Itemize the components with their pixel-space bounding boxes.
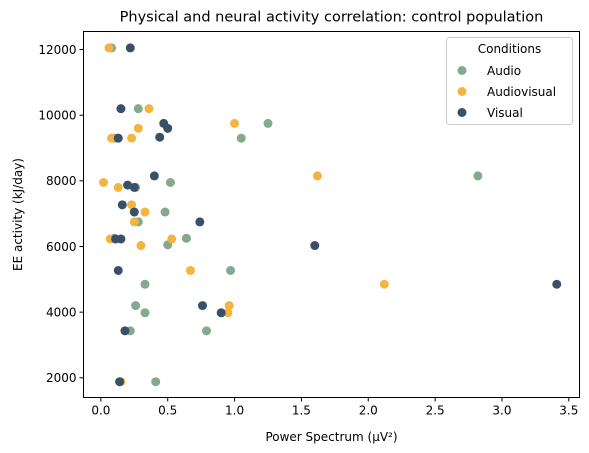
y-axis-ticks: 2000 4000 6000 8000 10000 12000: [38, 43, 84, 385]
data-point-visual: [310, 241, 320, 251]
data-point-audiovisual: [107, 133, 117, 143]
data-point-audiovisual: [144, 104, 154, 114]
x-axis-ticks: 0.0 0.5 1.0 1.5 2.0 2.5 3.0 3.5: [91, 397, 578, 418]
data-point-audio: [201, 326, 211, 336]
x-tick-label: 2.0: [359, 404, 378, 418]
x-tick-label: 0.0: [91, 404, 110, 418]
x-tick-label: 3.0: [492, 404, 511, 418]
data-point-audiovisual: [99, 177, 109, 187]
x-tick-label: 3.5: [559, 404, 578, 418]
x-axis-label: Power Spectrum (µV²): [265, 430, 397, 444]
data-point-audio: [165, 177, 175, 187]
legend-box: [446, 37, 573, 125]
data-point-visual: [155, 132, 165, 142]
data-point-audio: [133, 104, 143, 114]
data-point-visual: [197, 301, 207, 311]
data-point-visual: [117, 200, 127, 210]
data-point-audio: [473, 171, 483, 181]
data-point-audiovisual: [104, 43, 114, 53]
data-point-visual: [149, 171, 159, 181]
data-point-audiovisual: [127, 133, 137, 143]
data-point-visual: [113, 133, 123, 143]
data-point-visual: [116, 234, 126, 244]
data-point-audiovisual: [140, 207, 150, 217]
data-point-visual: [195, 217, 205, 227]
data-point-audio: [131, 301, 141, 311]
legend-label-visual: Visual: [487, 106, 523, 120]
data-point-visual: [113, 265, 123, 275]
data-point-visual: [129, 207, 139, 217]
data-point-audiovisual: [185, 265, 195, 275]
data-point-visual: [129, 182, 139, 192]
data-point-audio: [140, 308, 150, 318]
y-tick-label: 2000: [46, 371, 77, 385]
data-point-audiovisual: [379, 279, 389, 289]
data-point-audio: [151, 377, 161, 387]
data-point-visual: [552, 279, 562, 289]
data-point-visual: [216, 308, 226, 318]
x-tick-label: 1.5: [292, 404, 311, 418]
legend-label-audio: Audio: [487, 64, 521, 78]
legend-items: Audio Audiovisual Visual: [457, 64, 556, 120]
data-point-audio: [181, 233, 191, 243]
data-point-audio: [236, 133, 246, 143]
data-point-audiovisual: [224, 301, 234, 311]
data-point-audiovisual: [223, 308, 233, 318]
plot-area-frame: [83, 31, 580, 398]
series-audiovisual: [99, 43, 389, 387]
data-point-audiovisual: [167, 234, 177, 244]
series-visual: [111, 43, 562, 387]
y-axis-label: EE activity (kJ/day): [11, 158, 25, 271]
legend-title: Conditions: [478, 42, 542, 56]
data-point-audiovisual: [136, 241, 146, 251]
data-point-visual: [125, 43, 135, 53]
legend-label-audiovisual: Audiovisual: [487, 85, 556, 99]
chart-legend: Conditions Audio Audiovisual Visual: [446, 37, 573, 125]
y-tick-label: 10000: [38, 109, 76, 123]
legend-marker-audiovisual: [457, 87, 467, 96]
data-point-audio: [160, 207, 170, 217]
data-point-visual: [115, 377, 125, 387]
data-point-audio: [140, 279, 150, 289]
series-audio: [107, 43, 483, 387]
legend-marker-visual: [457, 108, 467, 117]
data-points: [99, 43, 562, 387]
legend-marker-audio: [457, 66, 467, 75]
x-tick-label: 1.0: [225, 404, 244, 418]
data-point-visual: [163, 123, 173, 133]
y-tick-label: 6000: [46, 240, 77, 254]
data-point-visual: [120, 326, 130, 336]
y-tick-label: 12000: [38, 43, 76, 57]
y-tick-label: 8000: [46, 174, 77, 188]
data-point-audio: [226, 265, 236, 275]
data-point-audiovisual: [127, 200, 137, 210]
x-tick-label: 0.5: [158, 404, 177, 418]
y-tick-label: 4000: [46, 305, 77, 319]
data-point-audiovisual: [312, 171, 322, 181]
x-tick-label: 2.5: [426, 404, 445, 418]
chart-title: Physical and neural activity correlation…: [120, 10, 544, 26]
data-point-visual: [116, 104, 126, 114]
data-point-audiovisual: [230, 118, 240, 128]
data-point-audio: [263, 118, 273, 128]
data-point-audiovisual: [129, 217, 139, 227]
data-point-audiovisual: [133, 123, 143, 133]
data-point-audiovisual: [113, 182, 123, 192]
